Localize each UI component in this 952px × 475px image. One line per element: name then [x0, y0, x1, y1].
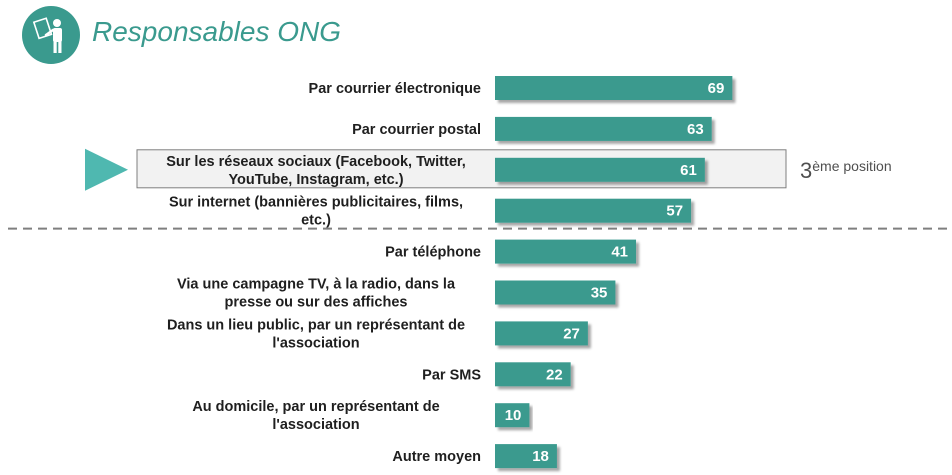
highlight-arrow-icon	[85, 148, 128, 191]
category-label: Par SMS	[422, 367, 481, 383]
bar	[495, 239, 637, 264]
category-label: Via une campagne TV, à la radio, dans la…	[177, 277, 456, 311]
category-label: Sur les réseaux sociaux (Facebook, Twitt…	[166, 154, 466, 188]
bar	[495, 444, 557, 469]
position-note: 3ème position	[800, 158, 892, 183]
value-label: 61	[680, 162, 697, 179]
bar	[495, 403, 530, 428]
value-label: 35	[591, 285, 608, 302]
category-label: Dans un lieu public, par un représentant…	[167, 317, 465, 351]
value-label: 10	[505, 407, 522, 424]
bar	[495, 198, 692, 223]
value-label: 22	[546, 366, 563, 383]
bar	[495, 321, 588, 346]
page-title: Responsables ONG	[92, 16, 342, 47]
category-label: Par courrier électronique	[309, 81, 481, 97]
value-label: 57	[666, 203, 683, 220]
bar	[495, 280, 616, 305]
value-label: 18	[532, 448, 549, 465]
bar	[495, 157, 705, 182]
value-label: 27	[563, 325, 580, 342]
value-label: 41	[611, 244, 628, 261]
bar	[495, 76, 733, 100]
category-label: Par téléphone	[385, 245, 481, 261]
category-label: Par courrier postal	[352, 122, 481, 138]
bar	[495, 362, 571, 387]
category-label: Autre moyen	[392, 449, 481, 465]
bar	[495, 116, 712, 141]
value-label: 63	[687, 121, 704, 138]
value-label: 69	[708, 80, 725, 97]
person-presenting-icon	[22, 6, 80, 64]
category-label: Au domicile, par un représentant de l'ass…	[192, 399, 439, 433]
category-label: Sur internet (bannières publicitaires, f…	[169, 195, 463, 229]
